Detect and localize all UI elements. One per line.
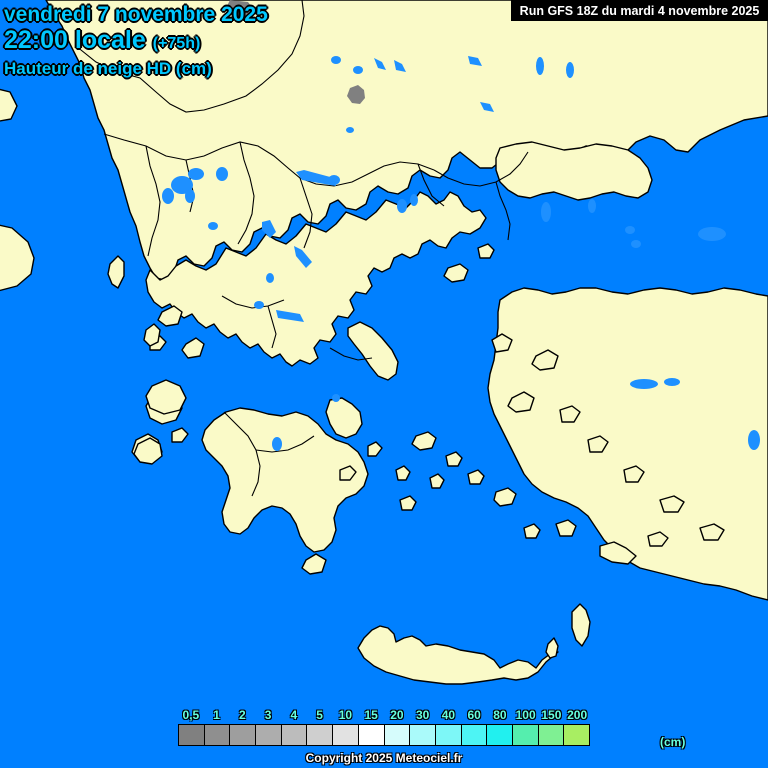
peloponnese: [201, 407, 369, 553]
model-run-text: Run GFS 18Z du mardi 4 novembre 2025: [519, 3, 760, 18]
karpathos: [545, 637, 559, 659]
legend-label-4: 4: [290, 708, 298, 722]
legend-label-1: 1: [213, 708, 220, 722]
legend-label-3: 3: [264, 708, 272, 722]
legend-swatch-0-5: [179, 725, 205, 745]
crete: [357, 625, 559, 685]
legend-tick-labels: 0,5 1 2 3 4 5 10 15 20 30 40 60 80 100 150 200: [178, 708, 590, 724]
lefkada: [143, 323, 161, 347]
legend-label-30: 30: [415, 708, 430, 722]
color-scale-legend: 0,5 1 2 3 4 5 10 15 20 30 40 60 80 100 150 200: [178, 708, 590, 746]
country-borders: [75, 0, 529, 497]
legend-label-2: 2: [239, 708, 246, 722]
legend-label-80: 80: [493, 708, 507, 722]
legend-label-5: 5: [316, 708, 323, 722]
snow-patch-bulgaria: [347, 85, 365, 104]
legend-swatch-10: [333, 725, 359, 745]
turkish-thrace: [495, 141, 653, 201]
italy-upper-landmass: [0, 88, 18, 122]
legend-swatch-15: [358, 725, 385, 745]
lakes-and-rivers: [162, 56, 760, 451]
snow-depth-patches: [226, 0, 365, 104]
legend-swatch-100: [512, 725, 539, 745]
legend-label-0-5: 0,5: [182, 708, 200, 722]
legend-swatch-5: [307, 725, 334, 745]
legend-swatch-1: [204, 725, 231, 745]
legend-swatch-2: [230, 725, 257, 745]
zakynthos: [133, 437, 163, 465]
corfu: [107, 255, 125, 289]
legend-swatch-80: [487, 725, 513, 745]
legend-label-15: 15: [364, 708, 378, 722]
legend-label-40: 40: [441, 708, 456, 722]
legend-swatch-150: [538, 725, 565, 745]
legend-label-150: 150: [541, 708, 562, 722]
rhodes: [571, 603, 591, 647]
legend-color-bar[interactable]: [178, 724, 590, 746]
legend-swatch-200: [564, 725, 589, 745]
legend-label-20: 20: [390, 708, 404, 722]
snow-patch-small-north: [226, 0, 254, 18]
legend-unit-label: (cm): [660, 735, 686, 749]
legend-label-100: 100: [515, 708, 536, 722]
copyright-text: Copyright 2025 Meteociel.fr: [305, 751, 463, 765]
model-run-bar: Run GFS 18Z du mardi 4 novembre 2025: [511, 0, 768, 21]
legend-swatch-20: [384, 725, 411, 745]
attica: [325, 397, 363, 439]
legend-swatch-3: [256, 725, 282, 745]
italy-landmass: [0, 224, 35, 292]
kefalonia: [145, 379, 187, 415]
legend-label-10: 10: [338, 708, 353, 722]
euboea: [347, 321, 399, 381]
anatolia: [487, 287, 768, 601]
legend-label-200: 200: [567, 708, 588, 722]
legend-swatch-30: [410, 725, 436, 745]
legend-swatch-60: [461, 725, 488, 745]
legend-label-60: 60: [467, 708, 481, 722]
greece-mainland-north: [145, 191, 487, 367]
legend-swatch-4: [281, 725, 308, 745]
legend-swatch-40: [435, 725, 462, 745]
